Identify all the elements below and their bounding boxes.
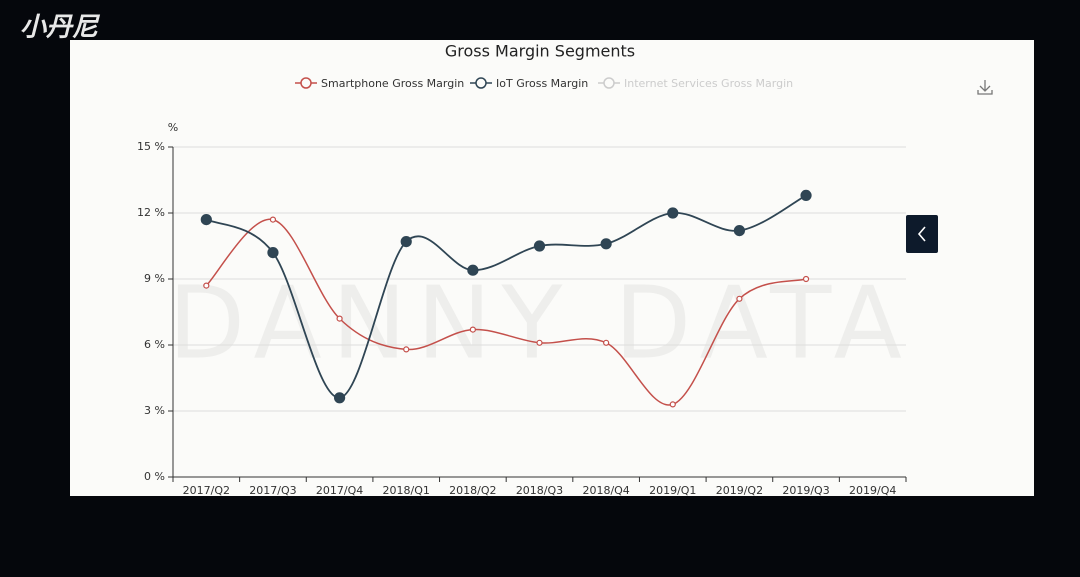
x-tick-label: 2017/Q3 bbox=[249, 484, 296, 497]
point bbox=[200, 214, 212, 226]
point bbox=[603, 339, 610, 346]
collapse-button[interactable] bbox=[906, 215, 938, 253]
point bbox=[733, 225, 746, 237]
y-tick-label: 0 % bbox=[144, 470, 165, 483]
chart-title: Gross Margin Segments bbox=[445, 42, 635, 61]
point bbox=[802, 275, 810, 283]
point bbox=[467, 264, 479, 276]
point bbox=[336, 315, 343, 322]
logo: 小丹尼 bbox=[20, 13, 101, 43]
point bbox=[267, 247, 279, 259]
x-tick-label: 2019/Q4 bbox=[849, 484, 896, 497]
download-icon[interactable] bbox=[977, 80, 993, 95]
x-tick-label: 2018/Q4 bbox=[582, 484, 629, 497]
y-tick-label: 15 % bbox=[137, 140, 165, 153]
x-tick-label: 2019/Q3 bbox=[782, 484, 829, 497]
point bbox=[536, 339, 543, 346]
point bbox=[469, 326, 476, 333]
point bbox=[736, 295, 743, 302]
x-tick-label: 2018/Q3 bbox=[516, 484, 563, 497]
series-line bbox=[205, 218, 807, 406]
point bbox=[533, 240, 546, 252]
y-tick-label: 12 % bbox=[137, 206, 165, 219]
point bbox=[600, 238, 612, 250]
legend-label: Smartphone Gross Margin bbox=[321, 77, 464, 90]
x-tick-label: 2018/Q1 bbox=[383, 484, 430, 497]
y-axis-label: % bbox=[168, 121, 178, 134]
point bbox=[203, 282, 210, 289]
legend-marker bbox=[300, 77, 312, 89]
legend-marker bbox=[603, 77, 615, 89]
y-tick-label: 3 % bbox=[144, 404, 165, 417]
y-tick-label: 9 % bbox=[144, 272, 165, 285]
x-tick-label: 2017/Q4 bbox=[316, 484, 363, 497]
point bbox=[333, 392, 346, 404]
x-tick-label: 2019/Q2 bbox=[716, 484, 763, 497]
legend-label: IoT Gross Margin bbox=[496, 77, 588, 90]
point bbox=[667, 207, 679, 219]
watermark: DANNY DATA bbox=[168, 264, 912, 381]
x-tick-label: 2017/Q2 bbox=[183, 484, 230, 497]
point bbox=[403, 346, 410, 353]
chart-panel bbox=[70, 40, 1034, 496]
point bbox=[400, 236, 412, 248]
legend-label: Internet Services Gross Margin bbox=[624, 77, 793, 90]
point bbox=[800, 189, 812, 201]
point bbox=[269, 216, 277, 223]
x-tick-label: 2019/Q1 bbox=[649, 484, 696, 497]
x-tick-label: 2018/Q2 bbox=[449, 484, 496, 497]
legend-marker bbox=[475, 77, 487, 89]
point bbox=[669, 401, 676, 408]
y-tick-label: 6 % bbox=[144, 338, 165, 351]
